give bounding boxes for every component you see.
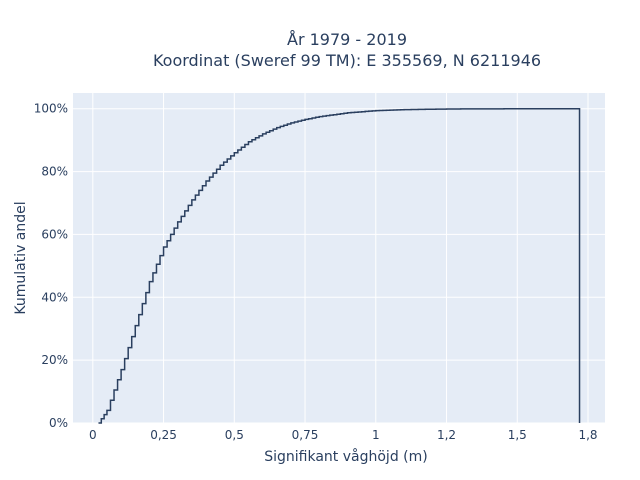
- y-tick-label: 60%: [41, 227, 68, 241]
- series-layer: [98, 107, 581, 424]
- cdf-series-line: [98, 107, 581, 424]
- plot-area: [73, 93, 605, 423]
- y-tick-label: 100%: [34, 102, 68, 116]
- y-tick-label: 80%: [41, 165, 68, 179]
- tick-labels: 0% 20% 40% 60% 80% 100% 0 0,25 0,5 0,75 1 1,2 1,5 1,8: [34, 102, 598, 442]
- chart-title-line-2: Koordinat (Sweref 99 TM): E 355569, N 62…: [153, 51, 541, 70]
- grid-lines: [73, 93, 605, 424]
- x-tick-label: 0,5: [225, 428, 244, 442]
- x-axis-title: Signifikant våghöjd (m): [264, 448, 427, 465]
- y-tick-label: 40%: [41, 290, 68, 304]
- y-tick-label: 20%: [41, 353, 68, 367]
- x-tick-label: 1,5: [508, 428, 527, 442]
- x-tick-label: 1,2: [437, 428, 456, 442]
- chart-title-line-1: År 1979 - 2019: [287, 30, 407, 49]
- y-axis-title: Kumulativ andel: [13, 201, 29, 314]
- x-tick-label: 1: [372, 428, 380, 442]
- x-tick-label: 0: [89, 428, 97, 442]
- x-tick-label: 1,8: [578, 428, 597, 442]
- x-tick-label: 0,25: [150, 428, 177, 442]
- y-tick-label: 0%: [49, 416, 68, 430]
- x-tick-label: 0,75: [292, 428, 319, 442]
